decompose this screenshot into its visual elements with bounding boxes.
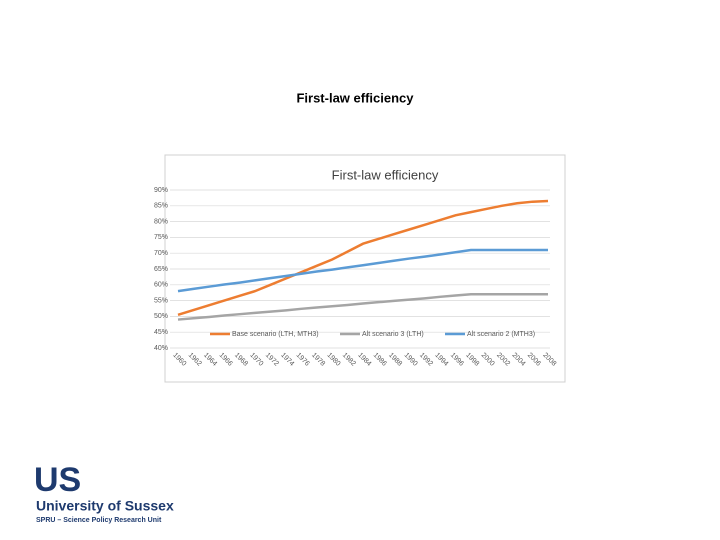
legend-label: Alt scenario 3 (LTH)	[362, 331, 424, 338]
y-tick-label: 45%	[154, 329, 168, 336]
y-tick-label: 90%	[154, 187, 168, 194]
y-tick-label: 65%	[154, 266, 168, 273]
y-tick-label: 55%	[154, 297, 168, 304]
series-line	[177, 293, 548, 321]
y-tick-label: 80%	[154, 218, 168, 225]
legend-label: Base scenario (LTH, MTH3)	[232, 331, 319, 338]
y-tick-label: 75%	[154, 234, 168, 241]
y-tick-label: 85%	[154, 203, 168, 210]
chart-title: First-law efficiency	[332, 167, 439, 182]
legend-label: Alt scenario 2 (MTH3)	[467, 331, 535, 338]
logo-unit: SPRU – Science Policy Research Unit	[36, 517, 162, 524]
logo: US University of Sussex SPRU – Science P…	[34, 461, 174, 524]
y-tick-label: 50%	[154, 313, 168, 320]
series-line	[177, 248, 548, 293]
y-tick-label: 70%	[154, 250, 168, 257]
logo-mark: US	[34, 461, 81, 499]
y-tick-label: 60%	[154, 282, 168, 289]
series-line	[177, 199, 549, 317]
chart-frame	[164, 154, 566, 383]
logo-name: University of Sussex	[36, 498, 174, 514]
y-tick-label: 40%	[154, 345, 168, 352]
slide-title: First-law efficiency	[296, 90, 414, 105]
